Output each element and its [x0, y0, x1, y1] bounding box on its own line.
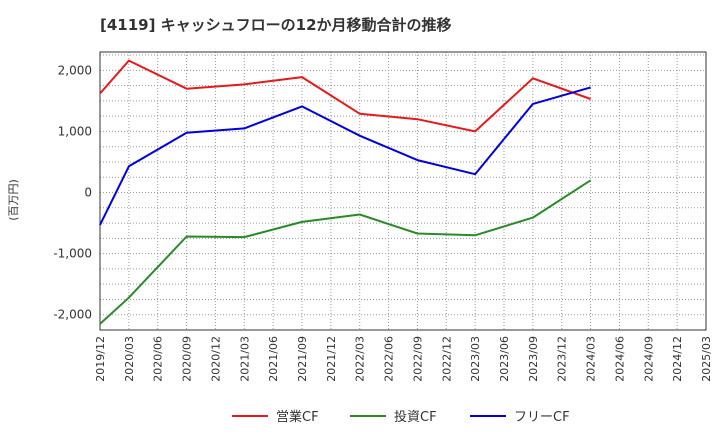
grid [99, 52, 707, 330]
x-tick-label: 2021/03 [238, 336, 251, 382]
x-tick-label: 2020/03 [123, 336, 136, 382]
x-tick-label: 2024/03 [585, 336, 598, 382]
x-tick-label: 2021/09 [296, 336, 309, 382]
x-tick-label: 2023/03 [469, 336, 482, 382]
series-line-3 [99, 86, 591, 226]
series-line-2 [99, 179, 592, 325]
x-tick-label: 2022/12 [440, 336, 453, 382]
x-axis: 2019/12 2020/03 2020/06 2020/09 2020/12 2021/… [94, 336, 713, 382]
legend-label-3: フリーCF [514, 410, 570, 425]
y-tick-label: 1,000 [58, 124, 92, 138]
x-tick-label: 2021/06 [267, 336, 280, 382]
legend-label-2: 投資CF [394, 409, 437, 425]
plot-frame [99, 51, 707, 331]
series [99, 59, 592, 325]
x-tick-label: 2023/12 [556, 336, 569, 382]
legend-label-1: 営業CF [276, 409, 319, 425]
x-tick-label: 2019/12 [94, 336, 107, 382]
x-tick-label: 2024/12 [671, 336, 684, 382]
x-tick-label: 2025/03 [700, 336, 713, 382]
x-tick-label: 2020/09 [181, 336, 194, 382]
y-tick-label: 0 [84, 186, 92, 200]
x-tick-label: 2024/09 [642, 336, 655, 382]
y-axis-label: (百万円) [7, 179, 20, 221]
y-axis: 2,000 1,000 0 -1,000 -2,000 [53, 63, 92, 321]
x-tick-label: 2022/03 [354, 336, 367, 382]
x-tick-label: 2022/09 [411, 336, 424, 382]
x-tick-label: 2020/12 [209, 336, 222, 382]
x-tick-label: 2021/12 [325, 336, 338, 382]
x-tick-label: 2024/06 [613, 336, 626, 382]
legend: 営業CF 投資CF フリーCF [232, 409, 570, 425]
y-tick-label: -2,000 [53, 308, 92, 322]
x-tick-label: 2023/06 [498, 336, 511, 382]
x-tick-label: 2023/09 [527, 336, 540, 382]
chart-title: [4119] キャッシュフローの12か月移動合計の推移 [100, 16, 452, 34]
x-tick-label: 2022/06 [383, 336, 396, 382]
series-line-1 [99, 59, 591, 133]
y-tick-label: -1,000 [53, 247, 92, 261]
y-tick-label: 2,000 [58, 63, 92, 77]
x-tick-label: 2020/06 [152, 336, 165, 382]
